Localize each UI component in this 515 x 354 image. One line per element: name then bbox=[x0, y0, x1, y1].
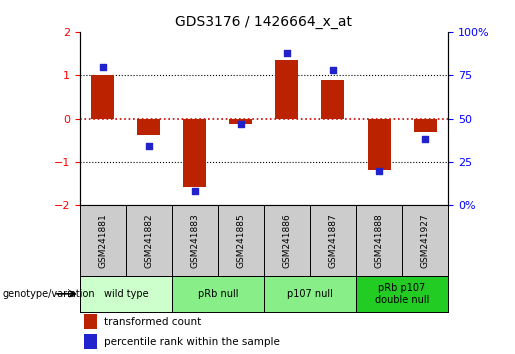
Text: GSM241888: GSM241888 bbox=[374, 213, 384, 268]
Bar bbox=[83, 334, 97, 348]
Bar bbox=[414, 119, 437, 132]
Text: percentile rank within the sample: percentile rank within the sample bbox=[104, 337, 280, 347]
Title: GDS3176 / 1426664_x_at: GDS3176 / 1426664_x_at bbox=[176, 16, 352, 29]
Bar bbox=[83, 314, 97, 329]
Bar bbox=[183, 119, 207, 187]
Text: pRb p107
double null: pRb p107 double null bbox=[375, 283, 429, 305]
Text: GSM241886: GSM241886 bbox=[282, 213, 291, 268]
Bar bbox=[91, 75, 114, 119]
Bar bbox=[80, 276, 172, 312]
Bar bbox=[264, 276, 356, 312]
Text: GSM241887: GSM241887 bbox=[329, 213, 337, 268]
Bar bbox=[276, 60, 299, 119]
Bar bbox=[356, 276, 448, 312]
Point bbox=[237, 121, 245, 127]
Text: p107 null: p107 null bbox=[287, 289, 333, 299]
Point bbox=[329, 67, 337, 73]
Text: GSM241885: GSM241885 bbox=[236, 213, 246, 268]
Text: GSM241927: GSM241927 bbox=[421, 213, 430, 268]
Text: genotype/variation: genotype/variation bbox=[3, 289, 95, 299]
Text: GSM241881: GSM241881 bbox=[98, 213, 107, 268]
Bar bbox=[368, 119, 390, 170]
Text: GSM241882: GSM241882 bbox=[144, 213, 153, 268]
Point bbox=[191, 189, 199, 194]
Text: wild type: wild type bbox=[104, 289, 148, 299]
Bar bbox=[321, 80, 345, 119]
Text: pRb null: pRb null bbox=[198, 289, 238, 299]
Point bbox=[145, 143, 153, 149]
Bar bbox=[172, 276, 264, 312]
Text: transformed count: transformed count bbox=[104, 317, 201, 327]
Point bbox=[99, 64, 107, 69]
Point bbox=[375, 168, 383, 173]
Text: GSM241883: GSM241883 bbox=[191, 213, 199, 268]
Bar bbox=[138, 119, 160, 135]
Point bbox=[421, 137, 429, 142]
Bar bbox=[229, 119, 252, 124]
Point bbox=[283, 50, 291, 56]
